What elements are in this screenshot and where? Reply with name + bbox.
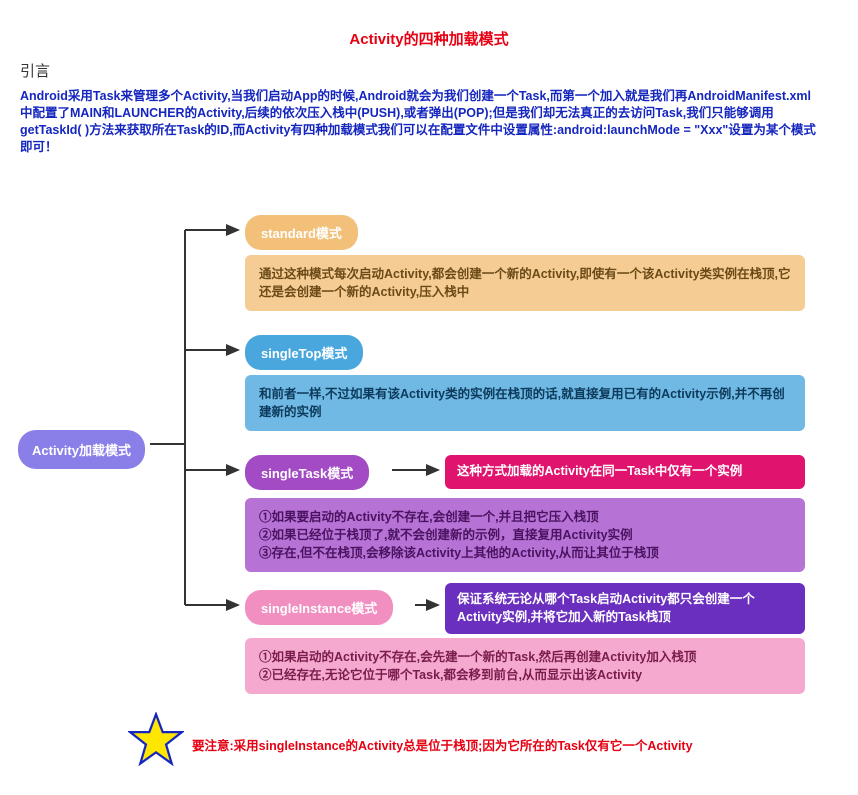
intro-text: Android采用Task来管理多个Activity,当我们启动App的时候,A… [20,88,820,156]
mode-standard: standard模式 [245,215,358,250]
page-title: Activity的四种加载模式 [0,0,858,49]
note-singleinstance: 保证系统无论从哪个Task启动Activity都只会创建一个Activity实例… [445,583,805,634]
root-node: Activity加载模式 [18,430,145,469]
footer-note: 要注意:采用singleInstance的Activity总是位于栈顶;因为它所… [192,735,812,754]
note-singletask: 这种方式加载的Activity在同一Task中仅有一个实例 [445,455,805,489]
mode-singletop: singleTop模式 [245,335,363,370]
desc-standard: 通过这种模式每次启动Activity,都会创建一个新的Activity,即使有一… [245,255,805,311]
star-icon [128,712,184,768]
desc-singleinstance: ①如果启动的Activity不存在,会先建一个新的Task,然后再创建Activ… [245,638,805,694]
desc-singletask: ①如果要启动的Activity不存在,会创建一个,并且把它压入栈顶 ②如果已经位… [245,498,805,572]
section-label: 引言 [20,60,50,81]
mode-singletask: singleTask模式 [245,455,369,490]
desc-singletop: 和前者一样,不过如果有该Activity类的实例在栈顶的话,就直接复用已有的Ac… [245,375,805,431]
mode-singleinstance: singleInstance模式 [245,590,393,625]
